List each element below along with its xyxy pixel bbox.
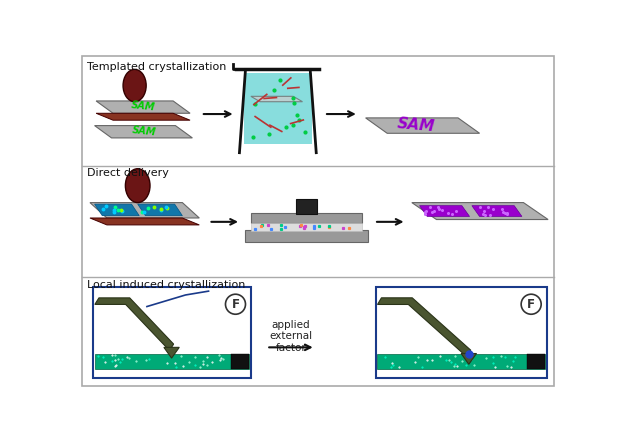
Polygon shape bbox=[96, 113, 190, 120]
Polygon shape bbox=[90, 203, 199, 218]
Polygon shape bbox=[251, 96, 302, 102]
Polygon shape bbox=[412, 203, 548, 219]
Text: F: F bbox=[232, 298, 240, 311]
Text: applied
external
factor: applied external factor bbox=[270, 319, 312, 353]
Text: SAM: SAM bbox=[130, 100, 156, 113]
Circle shape bbox=[225, 294, 245, 314]
Polygon shape bbox=[461, 354, 476, 364]
Polygon shape bbox=[378, 298, 471, 357]
Polygon shape bbox=[138, 204, 183, 216]
Bar bbox=[296, 199, 317, 214]
Polygon shape bbox=[420, 206, 469, 216]
Text: Templated crystallization: Templated crystallization bbox=[87, 62, 226, 72]
Ellipse shape bbox=[125, 169, 150, 203]
Bar bbox=[244, 73, 312, 144]
Bar bbox=[376, 287, 546, 378]
Text: Direct delivery: Direct delivery bbox=[87, 168, 169, 178]
Polygon shape bbox=[94, 125, 193, 138]
Text: Local induced crystallization: Local induced crystallization bbox=[87, 280, 245, 290]
Polygon shape bbox=[366, 118, 479, 133]
Bar bbox=[251, 212, 362, 223]
Bar bbox=[251, 223, 362, 231]
Bar bbox=[245, 229, 368, 242]
Circle shape bbox=[521, 294, 541, 314]
Bar bbox=[527, 354, 545, 369]
Text: SAM: SAM bbox=[131, 125, 156, 138]
Polygon shape bbox=[164, 347, 179, 358]
Polygon shape bbox=[95, 298, 174, 350]
Ellipse shape bbox=[123, 69, 146, 102]
Bar bbox=[231, 354, 250, 369]
Bar bbox=[93, 287, 251, 378]
Polygon shape bbox=[90, 218, 199, 225]
Text: F: F bbox=[527, 298, 535, 311]
Polygon shape bbox=[96, 101, 190, 113]
Bar bbox=[377, 354, 545, 369]
Bar bbox=[94, 354, 250, 369]
Text: SAM: SAM bbox=[397, 117, 436, 135]
Polygon shape bbox=[94, 204, 139, 216]
Polygon shape bbox=[472, 206, 522, 216]
